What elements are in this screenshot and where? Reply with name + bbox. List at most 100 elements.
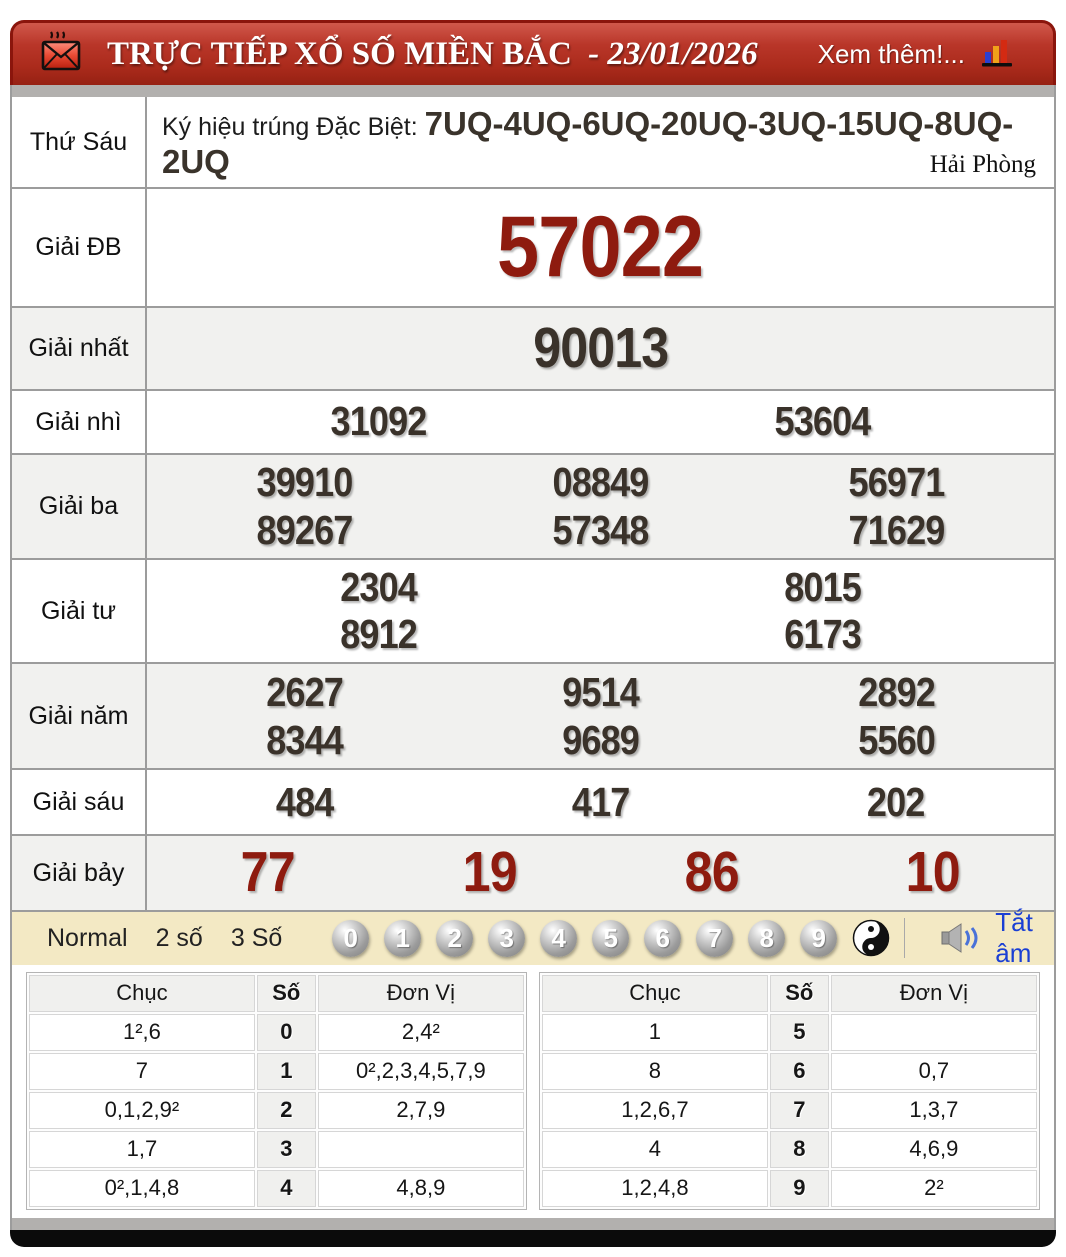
lottery-widget: TRỰC TIẾP XỔ SỐ MIỀN BẮC - 23/01/2026 Xe… (10, 20, 1056, 1247)
digit-balls: 0 1 2 3 4 5 6 7 8 9 (332, 919, 838, 957)
chuc-cell: 0²,1,4,8 (29, 1169, 255, 1207)
digit-ball-9[interactable]: 9 (800, 919, 838, 957)
header-banner: TRỰC TIẾP XỔ SỐ MIỀN BẮC - 23/01/2026 Xe… (10, 20, 1056, 85)
stats-row: 1 5 (542, 1013, 1037, 1051)
prize-number: 202 (867, 778, 925, 825)
page-title: TRỰC TIẾP XỔ SỐ MIỀN BẮC - 23/01/2026 (107, 36, 758, 73)
prize-number: 2627 (266, 668, 344, 715)
prize-label: Giải nhì (12, 391, 147, 453)
prize-number: 90013 (532, 315, 669, 380)
bar-chart-icon[interactable] (981, 39, 1015, 69)
stats-row: 0²,1,4,8 4 4,8,9 (29, 1169, 524, 1207)
prize-number: 08849 (552, 459, 650, 506)
prize-row-sixth: Giải sáu 484 417 202 (12, 768, 1054, 835)
page-title-date: - 23/01/2026 (588, 35, 758, 72)
prize-row-second: Giải nhì 31092 53604 (12, 389, 1054, 453)
col-header-chuc: Chục (29, 974, 255, 1012)
mode-3so-button[interactable]: 3 Số (230, 923, 283, 952)
prize-number: 9689 (562, 716, 640, 763)
stats-row: 1,2,6,7 7 1,3,7 (542, 1091, 1037, 1129)
province-label: Hải Phòng (929, 151, 1036, 178)
digit-ball-8[interactable]: 8 (748, 919, 786, 957)
so-cell: 5 (769, 1013, 829, 1051)
mute-control[interactable]: Tắt âm (890, 907, 1034, 969)
donvi-cell: 0²,2,3,4,5,7,9 (317, 1052, 524, 1090)
donvi-cell: 2,4² (317, 1013, 524, 1051)
so-cell: 4 (256, 1169, 316, 1207)
so-cell: 7 (769, 1091, 829, 1129)
see-more-link[interactable]: Xem thêm!... (817, 38, 965, 69)
stats-table-left: Chục Số Đơn Vị 1²,6 0 2,4² 7 1 0²,2,3,4,… (26, 971, 527, 1210)
prize-row-seventh: Giải bảy 77 19 86 10 (12, 834, 1054, 910)
mode-2so-button[interactable]: 2 số (155, 923, 203, 952)
prize-number: 6173 (783, 611, 862, 658)
prize-number: 31092 (330, 398, 428, 445)
stats-row: 0,1,2,9² 2 2,7,9 (29, 1091, 524, 1129)
digit-ball-0[interactable]: 0 (332, 919, 370, 957)
prize-number: 2892 (857, 668, 936, 715)
so-cell: 9 (769, 1169, 829, 1207)
stats-row: 1,2,4,8 9 2² (542, 1169, 1037, 1207)
prize-number: 9514 (562, 668, 640, 715)
yin-yang-icon[interactable] (852, 919, 890, 957)
chuc-cell: 1,2,4,8 (542, 1169, 768, 1207)
col-header-so: Số (769, 974, 829, 1012)
chuc-cell: 1²,6 (29, 1013, 255, 1051)
stats-row: 8 6 0,7 (542, 1052, 1037, 1090)
prize-number: 484 (276, 778, 334, 825)
digit-ball-1[interactable]: 1 (384, 919, 422, 957)
stats-row: 7 1 0²,2,3,4,5,7,9 (29, 1052, 524, 1090)
results-table: Thứ Sáu Ký hiệu trúng Đặc Biệt: 7UQ-4UQ-… (10, 97, 1056, 910)
prize-number: 89267 (256, 506, 354, 553)
top-gray-strip (10, 85, 1056, 97)
digit-ball-6[interactable]: 6 (644, 919, 682, 957)
info-row: Thứ Sáu Ký hiệu trúng Đặc Biệt: 7UQ-4UQ-… (12, 97, 1054, 187)
stats-row: 4 8 4,6,9 (542, 1130, 1037, 1168)
chuc-cell: 1,7 (29, 1130, 255, 1168)
prize-number: 8344 (266, 716, 344, 763)
digit-ball-3[interactable]: 3 (488, 919, 526, 957)
special-sign-label: Ký hiệu trúng Đặc Biệt: (162, 113, 425, 141)
special-sign-cell: Ký hiệu trúng Đặc Biệt: 7UQ-4UQ-6UQ-20UQ… (147, 97, 1054, 187)
prize-label: Giải năm (12, 664, 147, 769)
mode-normal-button[interactable]: Normal (47, 923, 128, 952)
special-sign-codes: 7UQ-4UQ-6UQ-20UQ-3UQ-15UQ-8UQ-2UQ (162, 105, 1014, 180)
donvi-cell (317, 1130, 524, 1168)
stats-row: 1²,6 0 2,4² (29, 1013, 524, 1051)
prize-number: 8912 (340, 611, 418, 658)
chuc-cell: 0,1,2,9² (29, 1091, 255, 1129)
col-header-so: Số (256, 974, 316, 1012)
page-title-main: TRỰC TIẾP XỔ SỐ MIỀN BẮC (107, 35, 572, 72)
digit-ball-5[interactable]: 5 (592, 919, 630, 957)
prize-number: 417 (571, 778, 630, 825)
prize-label: Giải tư (12, 560, 147, 663)
prize-number: 71629 (848, 506, 945, 553)
so-cell: 6 (769, 1052, 829, 1090)
stats-row: 1,7 3 (29, 1130, 524, 1168)
digit-ball-2[interactable]: 2 (436, 919, 474, 957)
speaker-icon[interactable] (941, 923, 985, 954)
chuc-cell: 1,2,6,7 (542, 1091, 768, 1129)
digit-ball-4[interactable]: 4 (540, 919, 578, 957)
prize-number: 8015 (783, 564, 862, 610)
bottom-gray-strip (10, 1217, 1056, 1230)
col-header-donvi: Đơn Vị (317, 974, 524, 1012)
stats-table-right: Chục Số Đơn Vị 1 5 8 6 0,7 1,2,6,7 7 1,3… (539, 971, 1040, 1210)
digit-ball-7[interactable]: 7 (696, 919, 734, 957)
so-cell: 3 (256, 1130, 316, 1168)
digit-statistics: Chục Số Đơn Vị 1²,6 0 2,4² 7 1 0²,2,3,4,… (10, 964, 1056, 1218)
prize-number: 86 (684, 840, 739, 905)
bottom-frame (10, 1229, 1056, 1247)
mute-button-label[interactable]: Tắt âm (995, 907, 1033, 969)
prize-number: 19 (462, 840, 518, 905)
weekday-label: Thứ Sáu (12, 97, 147, 187)
donvi-cell (830, 1013, 1037, 1051)
so-cell: 2 (256, 1091, 316, 1129)
chuc-cell: 1 (542, 1013, 768, 1051)
toolbar: Normal 2 số 3 Số 0 1 2 3 4 5 6 7 8 9 (10, 907, 1056, 968)
prize-number: 2304 (340, 564, 418, 610)
prize-row-first: Giải nhất 90013 (12, 306, 1054, 389)
chuc-cell: 8 (542, 1052, 768, 1090)
prize-number: 39910 (256, 459, 354, 506)
so-cell: 8 (769, 1130, 829, 1168)
